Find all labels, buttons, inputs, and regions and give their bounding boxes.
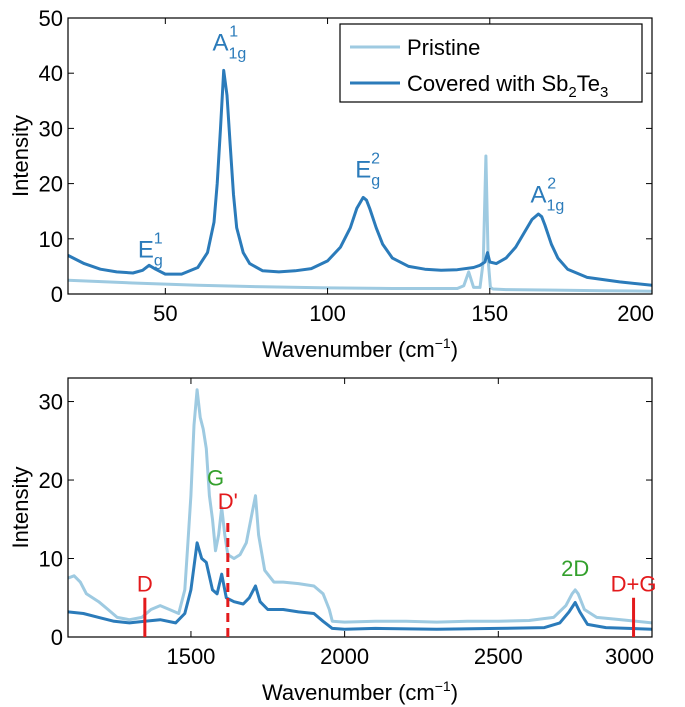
- y-tick-label: 30: [39, 116, 63, 141]
- peak-label-sub: g: [371, 173, 380, 190]
- y-tick-label: 20: [39, 468, 63, 493]
- peak-label-sup: 2: [371, 151, 380, 168]
- peak-label-sub: g: [154, 253, 163, 270]
- y-tick-label: 40: [39, 61, 63, 86]
- x-axis-label-close: ): [451, 680, 458, 705]
- marker-label: D': [218, 489, 238, 514]
- series-line-pristine: [68, 154, 652, 293]
- marker-label: G: [207, 466, 224, 491]
- marker-label: D+G: [611, 571, 657, 596]
- x-tick-label: 1500: [166, 644, 215, 669]
- legend: Pristine Covered with Sb2Te3: [339, 23, 643, 103]
- x-axis-label-sup: −1: [435, 335, 451, 351]
- y-tick-label: 10: [39, 547, 63, 572]
- peak-label-base: A: [530, 181, 546, 208]
- legend-label: Pristine: [407, 35, 480, 60]
- peak-label-base: A: [212, 30, 228, 57]
- y-tick-label: 0: [51, 282, 63, 307]
- marker-label: D: [137, 571, 153, 596]
- plot-frame: [67, 377, 653, 638]
- y-tick-label: 30: [39, 390, 63, 415]
- y-tick-label: 20: [39, 172, 63, 197]
- x-tick-label: 100: [309, 301, 346, 326]
- series-line-covered: [68, 541, 652, 631]
- x-axis-label: Wavenumber (cm−1): [262, 335, 458, 362]
- x-axis-label-close: ): [451, 337, 458, 362]
- x-axis-label: Wavenumber (cm−1): [262, 678, 458, 705]
- bottom-panel: 1500 2000 2500 3000 0 10 20 30 Wavenumber (cm−1)…: [8, 377, 657, 705]
- y-axis-label: Intensity: [8, 115, 33, 197]
- x-tick-label: 50: [153, 301, 177, 326]
- legend-box: [339, 23, 643, 103]
- plot-frame: [67, 17, 653, 295]
- peak-label-base: E: [138, 237, 154, 264]
- y-axis-label: Intensity: [8, 467, 33, 549]
- x-tick-label: 2500: [474, 644, 523, 669]
- series-line-pristine: [68, 388, 652, 625]
- peak-label: A1g 2: [530, 175, 564, 214]
- legend-label-sub: 2: [568, 84, 576, 101]
- y-tick-label: 0: [51, 625, 63, 650]
- marker-label: 2D: [561, 556, 589, 581]
- x-axis-label-text: Wavenumber (cm: [262, 337, 435, 362]
- x-tick-label: 3000: [605, 644, 654, 669]
- y-tick-label: 10: [39, 227, 63, 252]
- peak-label-sub: 1g: [229, 46, 247, 63]
- peak-label-sup: 2: [547, 175, 556, 192]
- legend-label-mid: Te: [577, 71, 600, 96]
- top-panel: 50 100 150 200 0 10 20 30 40 50 Wavenumber (cm−1) I…: [8, 6, 654, 362]
- peak-label: Eg 2: [355, 151, 380, 190]
- legend-label-main: Covered with Sb: [407, 71, 568, 96]
- legend-label-sub: 3: [600, 84, 608, 101]
- peak-label-base: E: [355, 157, 371, 184]
- x-tick-label: 150: [471, 301, 508, 326]
- series-line-covered: [68, 68, 652, 287]
- peak-label-sup: 1: [229, 24, 238, 41]
- peak-label-sub: 1g: [546, 197, 564, 214]
- x-tick-label: 2000: [320, 644, 369, 669]
- x-tick-label: 200: [617, 301, 654, 326]
- legend-label: Covered with Sb2Te3: [407, 71, 608, 101]
- peak-label-sup: 1: [154, 231, 163, 248]
- peak-label: Eg 1: [138, 231, 163, 270]
- y-tick-label: 50: [39, 6, 63, 31]
- x-axis-label-sup: −1: [435, 678, 451, 694]
- peak-label: A1g 1: [212, 24, 246, 63]
- x-axis-label-text: Wavenumber (cm: [262, 680, 435, 705]
